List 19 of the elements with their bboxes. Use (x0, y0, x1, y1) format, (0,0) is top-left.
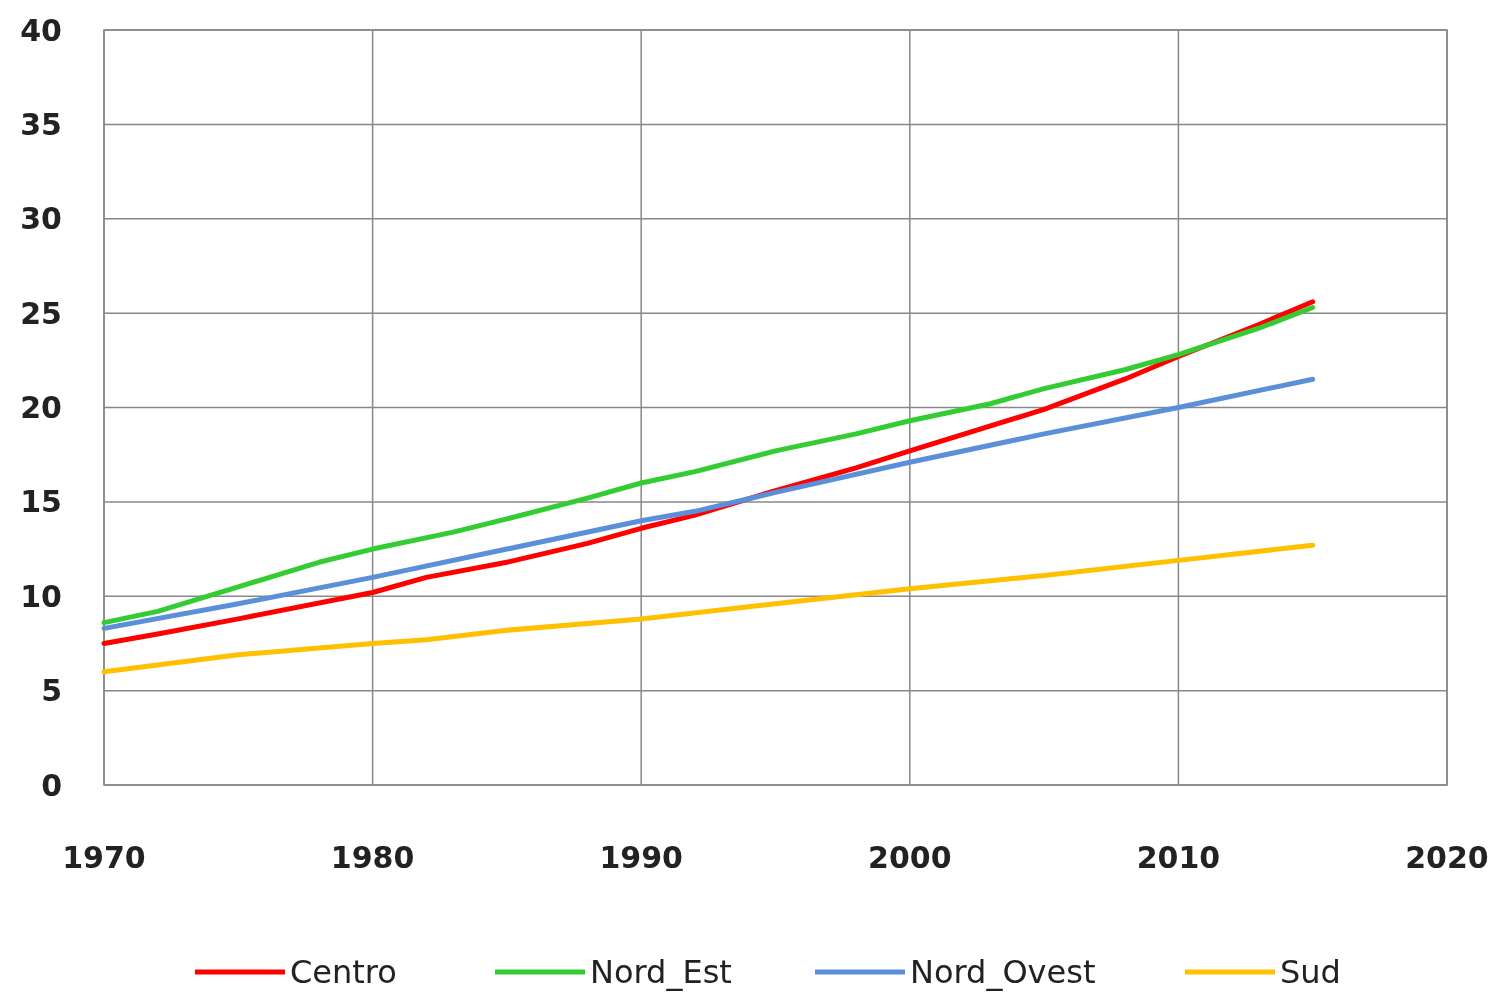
legend-label: Nord_Est (590, 953, 732, 992)
x-tick-label: 1990 (599, 840, 683, 875)
y-tick-label: 25 (20, 295, 62, 331)
y-tick-label: 0 (41, 767, 62, 803)
x-tick-label: 2010 (1136, 840, 1221, 875)
y-tick-label: 10 (20, 578, 62, 614)
legend-label: Nord_Ovest (910, 953, 1096, 992)
y-tick-label: 40 (20, 12, 62, 48)
y-tick-label: 30 (20, 201, 62, 237)
y-tick-label: 15 (20, 484, 62, 520)
y-tick-label: 35 (20, 106, 62, 142)
x-tick-label: 2000 (868, 840, 952, 875)
legend-label: Sud (1280, 953, 1341, 992)
x-tick-label: 2020 (1405, 840, 1489, 875)
x-tick-label: 1970 (62, 840, 146, 875)
legend-label: Centro (290, 953, 397, 992)
x-tick-label: 1980 (330, 840, 415, 875)
y-tick-label: 20 (20, 390, 62, 425)
y-tick-label: 5 (41, 673, 62, 709)
